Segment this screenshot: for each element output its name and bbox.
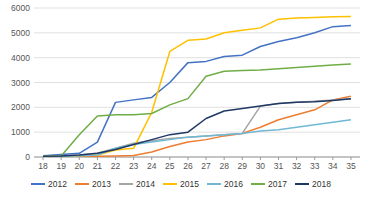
y-axis: 0 1000 2000 3000 4000 5000 6000: [11, 3, 360, 162]
x-tick: [133, 157, 134, 160]
grid-line: [34, 8, 360, 9]
x-tick: [169, 157, 170, 160]
x-tick-label: 23: [129, 161, 139, 171]
legend-swatch: [119, 183, 133, 185]
legend-swatch: [207, 183, 221, 185]
x-tick: [206, 157, 207, 160]
y-tick-label: 3000: [11, 78, 30, 88]
legend-item: 2015: [163, 179, 199, 189]
legend-item: 2017: [251, 179, 287, 189]
x-tick: [260, 157, 261, 160]
x-axis: 18 19 20 21 22 23 24 25 26 27 28 29 30 31 32 33 34 35: [34, 157, 360, 171]
x-tick-label: 31: [274, 161, 284, 171]
x-tick-label: 33: [310, 161, 320, 171]
legend-label: 2018: [312, 179, 331, 189]
legend-label: 2014: [136, 179, 155, 189]
legend-item: 2013: [75, 179, 111, 189]
grid-line: [34, 82, 360, 83]
x-tick: [296, 157, 297, 160]
legend-label: 2016: [224, 179, 243, 189]
x-tick-label: 18: [38, 161, 48, 171]
x-tick-label: 35: [346, 161, 356, 171]
x-tick: [115, 157, 116, 160]
x-tick-label: 29: [238, 161, 248, 171]
legend-item: 2016: [207, 179, 243, 189]
chart: 0 1000 2000 3000 4000 5000 6000 18 19 20 21 22 23 24 2…: [0, 0, 370, 197]
series-line: [43, 99, 351, 157]
y-tick-label: 2000: [11, 102, 30, 112]
x-tick: [224, 157, 225, 160]
x-tick: [187, 157, 188, 160]
legend-swatch: [75, 183, 89, 185]
y-tick-label: 5000: [11, 28, 30, 38]
x-tick-label: 25: [165, 161, 175, 171]
legend-item: 2018: [295, 179, 331, 189]
grid-line: [34, 107, 360, 108]
x-tick: [332, 157, 333, 160]
x-tick: [61, 157, 62, 160]
series-line: [43, 96, 351, 156]
x-tick: [79, 157, 80, 160]
legend-item: 2012: [31, 179, 67, 189]
legend-swatch: [295, 183, 309, 185]
x-tick-label: 20: [75, 161, 85, 171]
series-line: [43, 64, 351, 156]
grid-line: [34, 57, 360, 58]
x-tick-label: 32: [292, 161, 302, 171]
y-tick-label: 0: [25, 152, 30, 162]
x-tick: [278, 157, 279, 160]
x-tick: [43, 157, 44, 160]
x-tick-label: 28: [219, 161, 229, 171]
x-tick: [97, 157, 98, 160]
x-tick: [350, 157, 351, 160]
legend-label: 2017: [268, 179, 287, 189]
x-tick-label: 22: [111, 161, 121, 171]
x-tick-label: 26: [183, 161, 193, 171]
x-tick-label: 19: [56, 161, 66, 171]
x-tick: [314, 157, 315, 160]
legend-label: 2013: [92, 179, 111, 189]
legend: 2012 2013 2014 2015 2016 2017 2018: [31, 179, 331, 189]
legend-swatch: [163, 183, 177, 185]
y-tick-label: 6000: [11, 3, 30, 13]
legend-item: 2014: [119, 179, 155, 189]
legend-label: 2015: [180, 179, 199, 189]
series-line: [43, 25, 351, 155]
legend-label: 2012: [48, 179, 67, 189]
y-tick-label: 4000: [11, 53, 30, 63]
x-tick-label: 34: [328, 161, 338, 171]
x-tick-label: 30: [256, 161, 266, 171]
legend-swatch: [251, 183, 265, 185]
series-line: [43, 99, 351, 157]
y-tick-label: 1000: [11, 127, 30, 137]
legend-swatch: [31, 183, 45, 185]
x-tick-label: 21: [93, 161, 103, 171]
lines: [43, 16, 351, 156]
x-tick: [151, 157, 152, 160]
x-tick-label: 27: [201, 161, 211, 171]
x-tick-label: 24: [147, 161, 157, 171]
series-line: [43, 16, 351, 156]
x-tick: [242, 157, 243, 160]
